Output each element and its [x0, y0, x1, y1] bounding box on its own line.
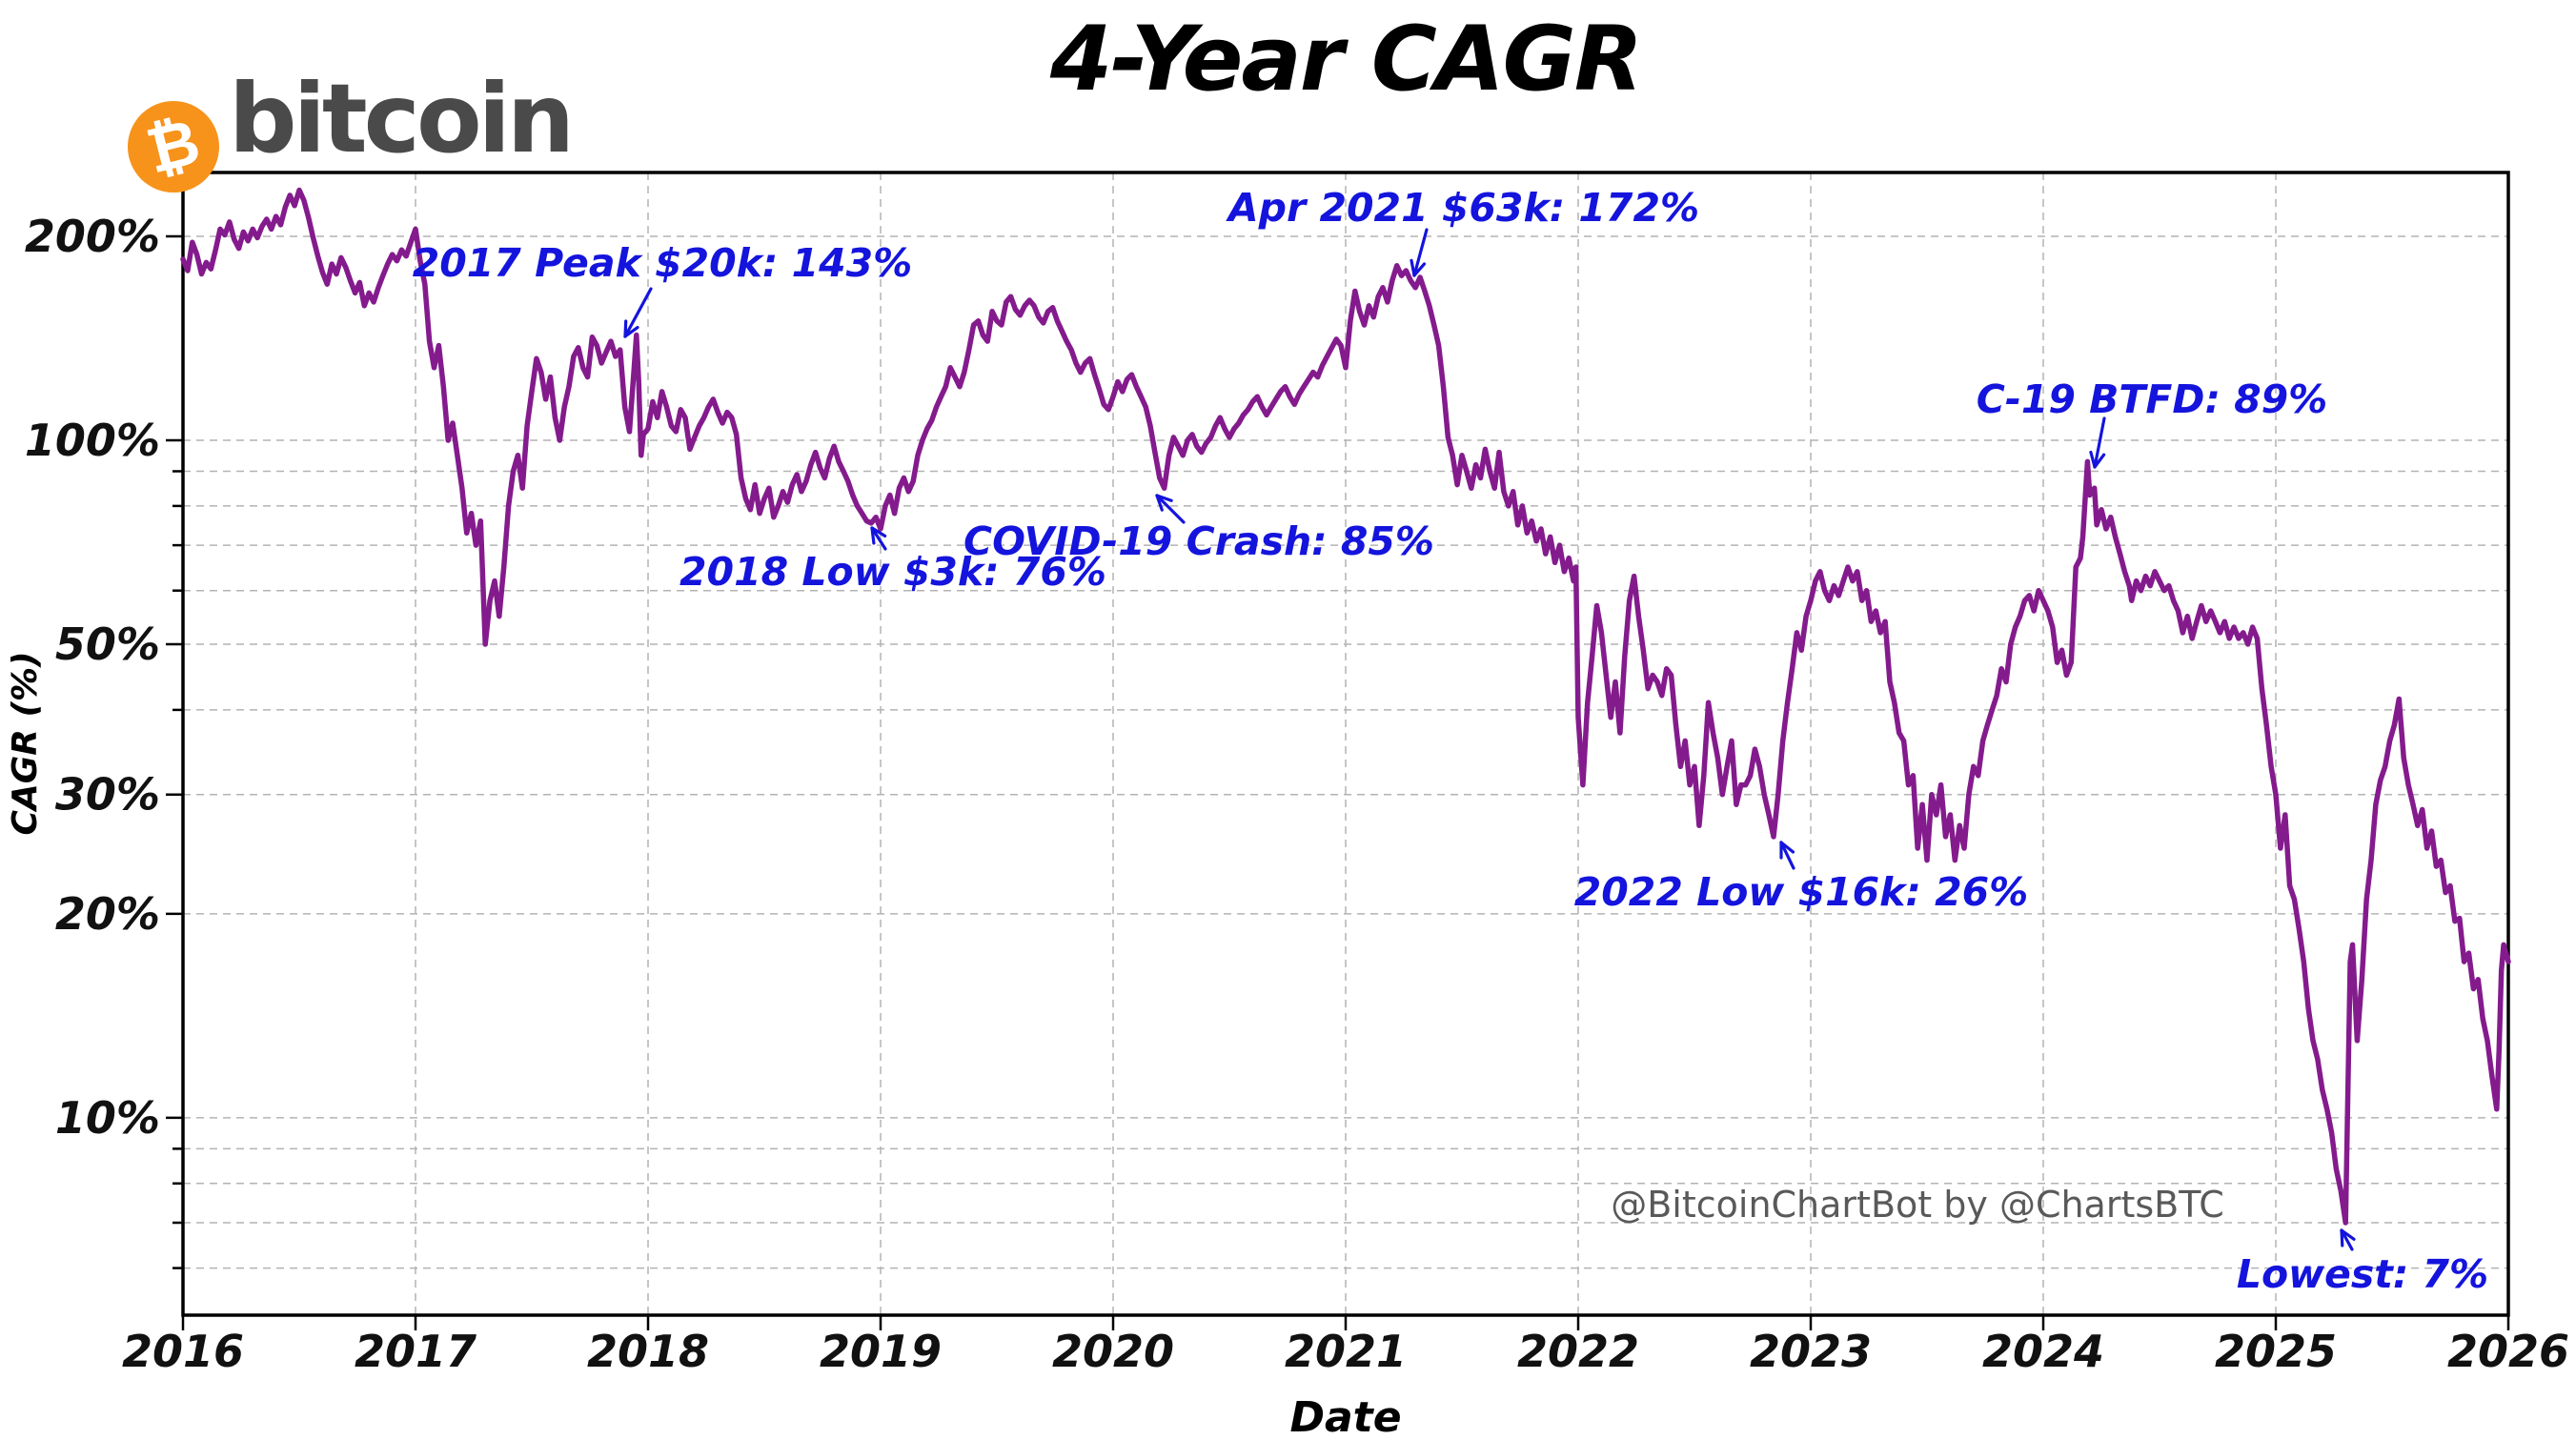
annotations: 2017 Peak $20k: 143% 2018 Low $3k: 76%COV… [413, 185, 2488, 1297]
annotation-arrow [2340, 1228, 2354, 1251]
annotation-arrow [1412, 228, 1429, 277]
annotation-arrowhead [1410, 258, 1416, 277]
annotation-arrow [1779, 841, 1795, 870]
annotation-label: 2018 Low $3k: 76% [679, 549, 1106, 595]
page-title: 4-Year CAGR [1049, 8, 1643, 112]
gridlines [183, 172, 2508, 1315]
annotation-arrowhead [1412, 262, 1427, 277]
x-tick-label: 2023 [1750, 1326, 1872, 1377]
cagr-line-series [180, 187, 2511, 1226]
x-tick-label: 2020 [1052, 1326, 1174, 1377]
bitcoin-wordmark: bitcoin [229, 63, 575, 174]
annotation-arrowhead [2093, 453, 2106, 469]
y-tick-label: 200% [25, 211, 160, 262]
x-tick-label: 2017 [355, 1326, 477, 1377]
annotation-arrowhead [2340, 1228, 2356, 1241]
x-tick-label: 2016 [122, 1326, 244, 1377]
y-tick-label: 100% [25, 415, 160, 466]
annotation-arrowhead [870, 526, 887, 538]
x-tick-label: 2025 [2215, 1326, 2337, 1377]
annotation-label: Lowest: 7% [2237, 1251, 2488, 1297]
x-tick-label: 2022 [1517, 1326, 1639, 1377]
annotation-label: Apr 2021 $63k: 172% [1226, 185, 1699, 231]
x-tick-labels: 2016 2017 2018 2019 2020 2021 2022 2023 2024 2025… [122, 1326, 2569, 1377]
annotation: C-19 BTFD: 89% [1977, 376, 2328, 469]
annotation-arrow [623, 287, 653, 338]
annotation-label: C-19 BTFD: 89% [1977, 376, 2328, 422]
x-tick-label: 2024 [1982, 1326, 2104, 1377]
annotation-arrow [1155, 494, 1186, 524]
tick-marks [166, 234, 2510, 1330]
annotation: Apr 2021 $63k: 172% [1226, 185, 1699, 277]
bitcoin-b-glyph: ₿ [139, 104, 208, 189]
annotation-arrowhead [2340, 1228, 2344, 1247]
x-tick-label: 2026 [2447, 1326, 2569, 1377]
annotation-label: 2022 Low $16k: 26% [1574, 869, 2029, 915]
annotation: COVID-19 Crash: 85% [963, 494, 1434, 564]
y-tick-label: 20% [55, 888, 160, 940]
y-tick-label: 10% [55, 1092, 160, 1144]
annotation-arrowhead [623, 319, 628, 338]
x-tick-label: 2019 [820, 1326, 942, 1377]
annotation-label: 2017 Peak $20k: 143% [413, 240, 913, 286]
annotation-arrowhead [623, 326, 639, 338]
annotation: 2022 Low $16k: 26% [1574, 841, 2029, 915]
y-tick-label: 30% [55, 769, 160, 821]
x-axis-title: Date [1289, 1393, 1401, 1440]
x-tick-label: 2018 [587, 1326, 709, 1377]
x-tick-label: 2021 [1285, 1326, 1407, 1377]
annotation-arrow [2093, 416, 2106, 469]
annotation: 2017 Peak $20k: 143% [413, 240, 913, 338]
y-tick-labels: 200% 100% 50% 30% 20% 10% [25, 211, 160, 1144]
annotation-arrowhead [1779, 841, 1795, 854]
annotation-label: COVID-19 Crash: 85% [963, 518, 1434, 564]
watermark: @BitcoinChartBot by @ChartsBTC [1611, 1184, 2224, 1226]
y-tick-label: 50% [55, 619, 160, 670]
bitcoin-coin-icon: ₿ [128, 101, 219, 193]
annotation: Lowest: 7% [2237, 1228, 2488, 1297]
annotation-arrowhead [2089, 450, 2097, 469]
y-axis-title: CAGR (%) [6, 651, 45, 835]
annotation-arrowhead [1155, 494, 1173, 502]
annotation: 2018 Low $3k: 76% [679, 526, 1106, 595]
annotation-arrow [870, 526, 887, 551]
annotation-arrowhead [870, 526, 876, 545]
annotation-arrowhead [1155, 494, 1164, 512]
